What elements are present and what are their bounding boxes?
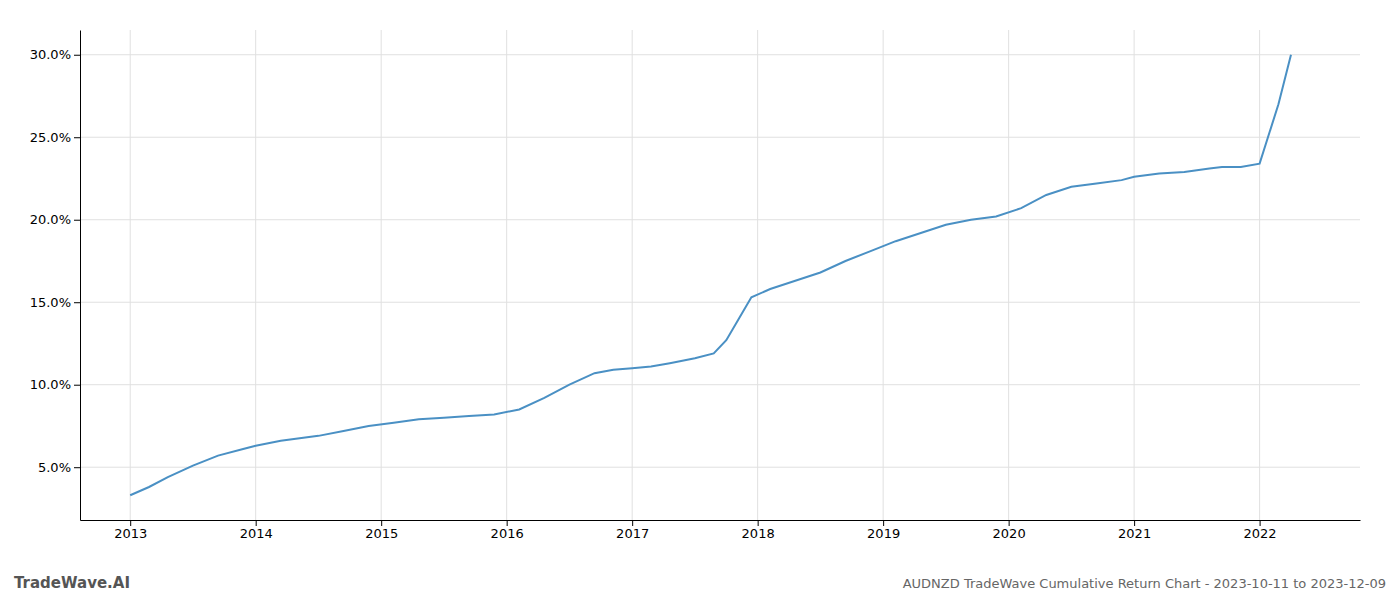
y-tick-mark xyxy=(74,220,80,221)
y-tick-mark xyxy=(74,137,80,138)
series xyxy=(130,55,1291,496)
y-tick: 10.0% xyxy=(30,377,80,392)
x-tick-label: 2022 xyxy=(1244,526,1277,541)
y-tick-label: 5.0% xyxy=(38,460,71,475)
x-grid-line xyxy=(130,30,131,520)
x-tick: 2015 xyxy=(365,520,398,541)
x-grid-line xyxy=(1259,30,1260,520)
y-grid-line xyxy=(80,137,1360,138)
grid xyxy=(80,30,1360,520)
x-tick-mark xyxy=(256,520,257,526)
x-tick-label: 2020 xyxy=(993,526,1026,541)
x-tick: 2022 xyxy=(1244,520,1277,541)
y-tick-label: 25.0% xyxy=(30,130,71,145)
x-tick: 2016 xyxy=(491,520,524,541)
x-tick-label: 2021 xyxy=(1118,526,1151,541)
title: AUDNZD TradeWave Cumulative Return Chart… xyxy=(903,576,1386,591)
y-tick-mark xyxy=(74,467,80,468)
x-grid-line xyxy=(757,30,758,520)
x-grid-line xyxy=(632,30,633,520)
x-grid-line xyxy=(1008,30,1009,520)
chart: 2013 2014 2015 2016 2017 2018 2019 2020 2021 2022… xyxy=(0,0,1400,600)
x-tick-mark xyxy=(130,520,131,526)
y-tick-label: 10.0% xyxy=(30,377,71,392)
x-axis: 2013 2014 2015 2016 2017 2018 2019 2020 2021 2022 xyxy=(81,520,1361,541)
x-tick: 2013 xyxy=(114,520,147,541)
x-tick: 2020 xyxy=(993,520,1026,541)
x-grid-line xyxy=(381,30,382,520)
x-tick: 2021 xyxy=(1118,520,1151,541)
y-tick-mark xyxy=(74,302,80,303)
y-tick-mark xyxy=(74,385,80,386)
y-tick: 30.0% xyxy=(30,47,80,62)
x-tick-label: 2017 xyxy=(616,526,649,541)
watermark: TradeWave.AI xyxy=(14,574,130,592)
x-axis-line xyxy=(81,520,1361,521)
y-grid-line xyxy=(80,467,1360,468)
x-tick-label: 2013 xyxy=(114,526,147,541)
y-tick: 25.0% xyxy=(30,130,80,145)
x-grid-line xyxy=(1134,30,1135,520)
y-grid-line xyxy=(80,219,1360,220)
y-tick: 5.0% xyxy=(38,460,80,475)
y-axis-line xyxy=(80,31,81,521)
x-tick-label: 2015 xyxy=(365,526,398,541)
x-tick-mark xyxy=(1009,520,1010,526)
x-tick-label: 2019 xyxy=(867,526,900,541)
y-tick-label: 15.0% xyxy=(30,295,71,310)
y-tick-mark xyxy=(74,55,80,56)
x-tick-mark xyxy=(1260,520,1261,526)
x-tick-label: 2014 xyxy=(240,526,273,541)
y-grid-line xyxy=(80,54,1360,55)
x-tick-mark xyxy=(883,520,884,526)
x-tick-mark xyxy=(381,520,382,526)
x-tick-mark xyxy=(507,520,508,526)
y-tick: 15.0% xyxy=(30,295,80,310)
line xyxy=(130,55,1291,496)
x-tick: 2018 xyxy=(742,520,775,541)
y-tick-label: 20.0% xyxy=(30,212,71,227)
x-tick-mark xyxy=(1134,520,1135,526)
x-grid-line xyxy=(506,30,507,520)
x-grid-line xyxy=(883,30,884,520)
plot-area: 2013 2014 2015 2016 2017 2018 2019 2020 2021 2022… xyxy=(30,30,1361,541)
y-grid-line xyxy=(80,384,1360,385)
x-tick-mark xyxy=(632,520,633,526)
y-tick: 20.0% xyxy=(30,212,80,227)
x-tick-label: 2018 xyxy=(742,526,775,541)
y-grid-line xyxy=(80,302,1360,303)
x-tick: 2014 xyxy=(240,520,273,541)
x-tick-mark xyxy=(758,520,759,526)
x-tick: 2019 xyxy=(867,520,900,541)
y-tick-label: 30.0% xyxy=(30,47,71,62)
x-tick: 2017 xyxy=(616,520,649,541)
y-axis: 5.0% 10.0% 15.0% 20.0% 25.0% 30.0% xyxy=(30,31,81,521)
x-tick-label: 2016 xyxy=(491,526,524,541)
